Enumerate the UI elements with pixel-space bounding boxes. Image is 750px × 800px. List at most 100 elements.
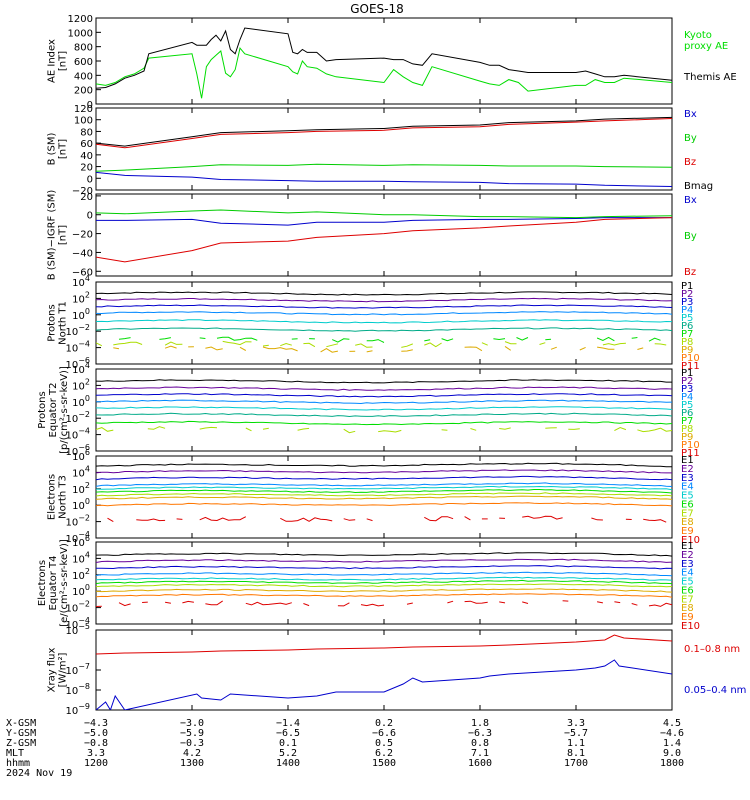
channel-label: P1 (681, 281, 693, 292)
series-line (96, 634, 672, 655)
y-axis-label: Protons (47, 304, 58, 341)
channel-label: P5 (681, 313, 693, 324)
channel-label: E4 (681, 568, 694, 579)
y-tick-label: 1000 (68, 28, 93, 39)
channel-line (280, 517, 333, 522)
y-tick-label: 10−8 (65, 682, 90, 697)
y-axis-label: Equator T4 (48, 556, 59, 611)
channel-label: P6 (681, 321, 693, 332)
channel-line (343, 518, 356, 521)
channel-line (96, 427, 114, 432)
channel-line (96, 558, 672, 563)
channel-line (147, 426, 166, 430)
y-tick-label: 10−4 (65, 340, 90, 355)
y-tick-label: 10−7 (65, 662, 90, 677)
y-tick-label: 120 (74, 104, 93, 115)
channel-line (441, 338, 454, 342)
channel-label: E7 (681, 594, 694, 605)
channel-line (648, 337, 661, 342)
axis-row-name: hhmm (6, 758, 30, 769)
y-tick-label: 0 (87, 211, 93, 222)
channel-line (96, 571, 672, 577)
legend-entry: Kyoto (684, 30, 712, 41)
channel-line (222, 340, 252, 346)
series-line (96, 27, 672, 89)
channel-line (401, 349, 413, 352)
axis-row-value: −5.7 (564, 728, 588, 739)
y-tick-label: 20 (80, 192, 93, 203)
channel-label: P3 (681, 384, 693, 395)
axis-row-value: −5.0 (84, 728, 108, 739)
channel-label: E5 (681, 491, 694, 502)
channel-line (96, 379, 672, 384)
axis-row-value: 5.2 (279, 748, 297, 759)
y-axis-label: Electrons (37, 560, 48, 606)
channel-line (96, 579, 672, 585)
axis-row-value: 3.3 (87, 748, 105, 759)
plot-area (96, 116, 672, 187)
channel-line (303, 342, 316, 348)
y-tick-label: −20 (72, 186, 93, 197)
y-tick-label: 20 (80, 163, 93, 174)
channel-line (164, 345, 177, 349)
axis-row-value: 7.1 (471, 748, 489, 759)
channel-line (96, 420, 672, 426)
channel-line (602, 342, 626, 346)
channel-label: P5 (681, 400, 693, 411)
channel-line (165, 601, 171, 604)
channel-line (637, 347, 644, 350)
y-axis-label: [nT] (58, 51, 69, 71)
channel-line (545, 338, 552, 341)
channel-label: P8 (681, 424, 693, 435)
series-line (96, 116, 672, 147)
legend-entry: Themis AE (683, 72, 737, 83)
channel-line (113, 347, 120, 350)
channel-label: E1 (681, 541, 694, 552)
channel-label: P6 (681, 408, 693, 419)
channel-line (648, 602, 672, 607)
channel-line (96, 495, 672, 500)
series-line (96, 118, 672, 149)
bottom-axis-table: X-GSM −4.3 −3.0 −1.4 0.2 1.8 3.3 4.5 Y-GSM −5.0 −5… (6, 718, 684, 779)
legend-entry: By (684, 231, 697, 242)
channel-line (96, 462, 672, 468)
axis-row-value: 4.2 (183, 748, 201, 759)
axis-row-value: −3.0 (180, 718, 204, 729)
channel-line (596, 601, 604, 604)
axis-row-value: 0.1 (279, 738, 297, 749)
channel-line (159, 337, 172, 340)
axis-row-value: 1700 (564, 758, 588, 769)
channel-line (481, 342, 488, 346)
channel-label: P8 (681, 337, 693, 348)
plot-area (96, 634, 672, 710)
channel-label: E7 (681, 508, 694, 519)
panel-frame (95, 629, 673, 711)
axis-row-value: 0.5 (375, 738, 393, 749)
channel-line (96, 489, 672, 494)
channel-line (96, 469, 672, 474)
channel-line (205, 346, 223, 351)
y-tick-label: 100 (72, 497, 90, 512)
axis-row-value: 1.1 (567, 738, 585, 749)
y-tick-label: 1200 (68, 14, 93, 25)
axis-row-name: X-GSM (6, 718, 36, 729)
plot-area (96, 552, 672, 607)
channel-line (366, 518, 373, 522)
channel-line (516, 337, 529, 341)
y-tick-label: −60 (72, 267, 93, 278)
channel-line (96, 502, 672, 507)
axis-row-value: 1200 (84, 758, 108, 769)
series-line (96, 209, 672, 219)
axis-row-value: −0.8 (84, 738, 108, 749)
channel-line (176, 518, 183, 520)
channel-line (96, 475, 672, 481)
channel-line (96, 588, 672, 593)
channel-label: P2 (681, 376, 693, 387)
channel-label: E6 (681, 499, 694, 510)
y-axis-label: [W/m²] (58, 652, 69, 687)
channel-line (424, 342, 442, 348)
channel-label: E4 (681, 482, 694, 493)
